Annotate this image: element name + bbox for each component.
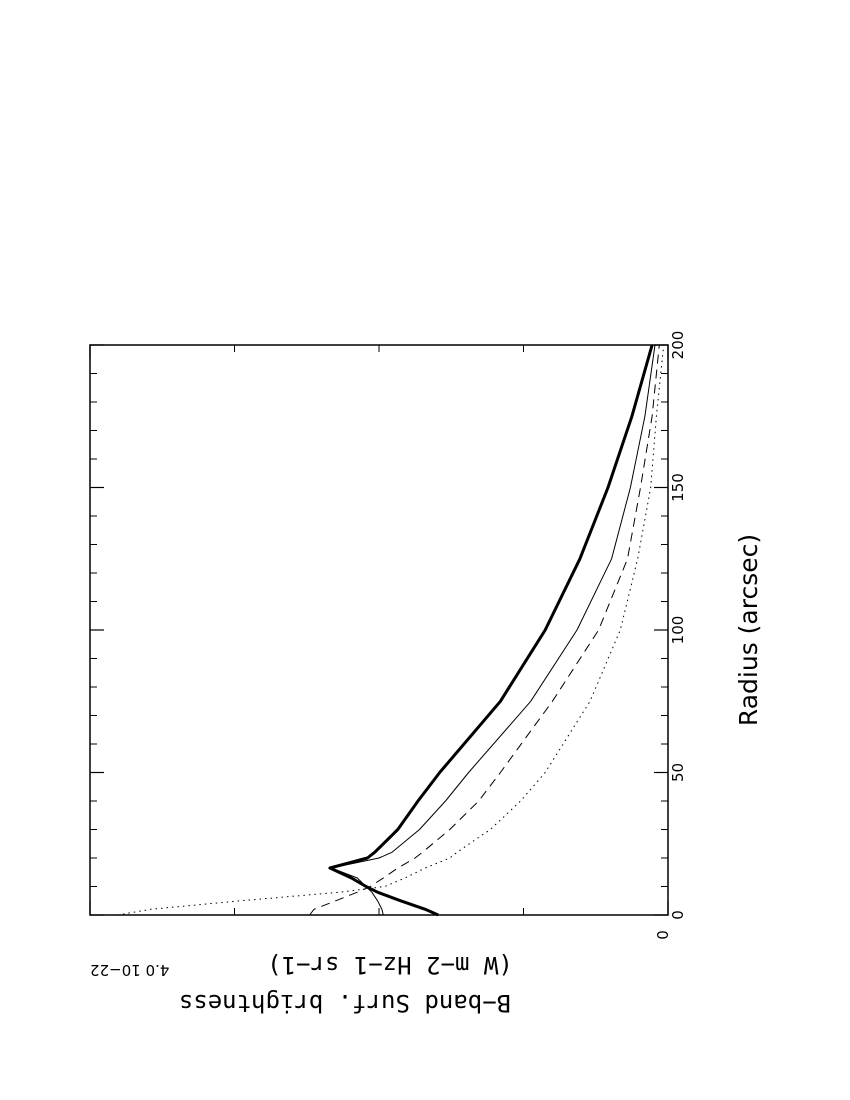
x-tick-label: 0 bbox=[669, 910, 687, 920]
x-tick-label: 50 bbox=[669, 763, 687, 782]
series-line bbox=[309, 344, 660, 916]
x-tick-label: 150 bbox=[669, 473, 687, 502]
y-tick-label: 0 bbox=[654, 930, 672, 940]
y-axis-title: (W m−2 Hz−1 sr−1) bbox=[267, 951, 513, 979]
plot-frame bbox=[89, 344, 669, 916]
y-axis-title: B−band Surf. brightness bbox=[179, 989, 511, 1017]
x-axis-title: Radius (arcsec) bbox=[734, 534, 763, 726]
x-tick-label: 100 bbox=[669, 616, 687, 645]
series-line bbox=[330, 344, 656, 916]
y-tick-label: 4.0 10−22 bbox=[90, 961, 169, 979]
series-line bbox=[117, 344, 665, 916]
series-line bbox=[328, 344, 654, 917]
x-tick-label: 200 bbox=[669, 331, 687, 360]
